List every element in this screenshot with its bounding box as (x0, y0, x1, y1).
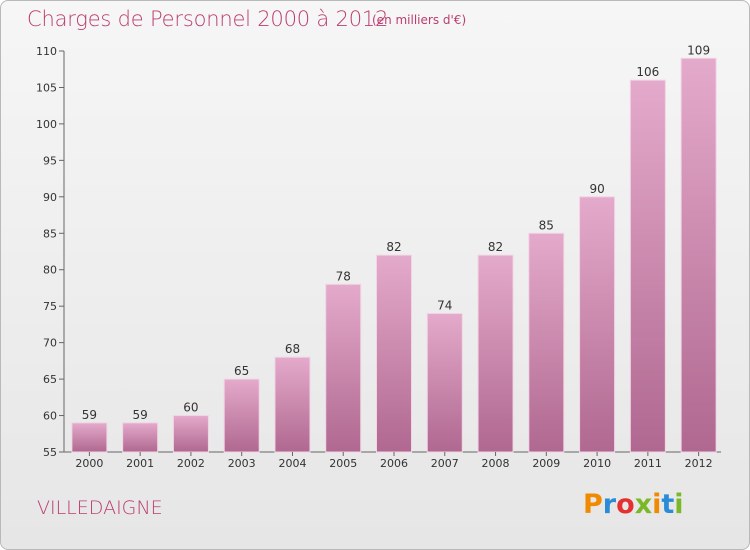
y-tick-label: 60 (43, 410, 57, 423)
city-name: VILLEDAIGNE (37, 497, 163, 519)
bar-value-label: 59 (133, 408, 148, 422)
bar (274, 356, 311, 453)
y-tick-label: 95 (43, 154, 57, 167)
logo-letter: i (674, 489, 684, 520)
bar-value-label: 82 (386, 240, 401, 254)
bar-value-label: 68 (285, 342, 300, 356)
x-tick-label: 2000 (75, 457, 103, 470)
logo-letter: i (652, 489, 662, 520)
y-tick-label: 100 (36, 118, 57, 131)
x-tick-label: 2011 (634, 457, 662, 470)
x-tick-label: 2012 (685, 457, 713, 470)
bar (528, 232, 565, 453)
bar-value-label: 82 (488, 240, 503, 254)
bar (122, 422, 159, 453)
bar (629, 79, 666, 453)
bar-value-label: 78 (336, 269, 351, 283)
x-tick-label: 2010 (583, 457, 611, 470)
y-ticks: 55 60 65 70 75 80 85 90 95 100 105 110 (36, 45, 64, 459)
bar (376, 254, 413, 453)
bars: 59 59 60 65 68 78 82 74 82 85 90 106 109 (71, 43, 717, 453)
logo-letter: o (616, 489, 635, 520)
x-tick-label: 2001 (126, 457, 154, 470)
bar (223, 378, 260, 453)
bar-value-label: 59 (82, 408, 97, 422)
bar-value-label: 106 (636, 65, 659, 79)
chart-title: Charges de Personnel 2000 à 2012 (27, 7, 389, 31)
y-tick-label: 55 (43, 446, 57, 459)
bar-value-label: 85 (539, 218, 554, 232)
chart-subtitle: (en milliers d'€) (372, 13, 467, 27)
bar (477, 254, 514, 453)
logo-letter: P (583, 489, 603, 520)
bar (325, 283, 362, 453)
bar-value-label: 90 (589, 182, 604, 196)
bar-value-label: 65 (234, 364, 249, 378)
x-labels: 2000 2001 2002 2003 2004 2005 2006 2007 2008 2009… (75, 452, 713, 470)
bar-value-label: 74 (437, 298, 452, 312)
x-tick-label: 2004 (278, 457, 306, 470)
bar (71, 422, 108, 453)
x-tick-label: 2002 (177, 457, 205, 470)
y-tick-label: 75 (43, 300, 57, 313)
x-tick-label: 2003 (228, 457, 256, 470)
y-tick-label: 70 (43, 337, 57, 350)
x-tick-label: 2007 (431, 457, 459, 470)
logo-letter: t (661, 489, 675, 520)
y-tick-label: 90 (43, 191, 57, 204)
bar (579, 196, 616, 453)
logo-letter: r (602, 489, 617, 520)
logo-letter: x (634, 489, 653, 520)
bar (172, 415, 209, 453)
y-tick-label: 80 (43, 264, 57, 277)
y-tick-label: 85 (43, 227, 57, 240)
bar-value-label: 60 (183, 401, 198, 415)
x-tick-label: 2009 (532, 457, 560, 470)
bar (680, 57, 717, 453)
y-tick-label: 65 (43, 373, 57, 386)
bar (426, 312, 463, 453)
x-tick-label: 2005 (329, 457, 357, 470)
x-tick-label: 2006 (380, 457, 408, 470)
y-tick-label: 110 (36, 45, 57, 58)
proxiti-logo[interactable]: Proxiti (583, 489, 684, 520)
x-tick-label: 2008 (482, 457, 510, 470)
bar-value-label: 109 (687, 43, 710, 57)
y-tick-label: 105 (36, 81, 57, 94)
